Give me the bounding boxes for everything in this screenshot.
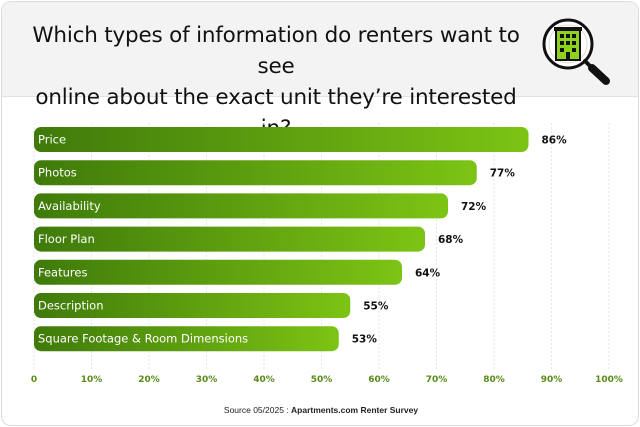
source-footnote: Source 05/2025 : Apartments.com Renter S…: [2, 405, 638, 415]
bar-category-label-6: Square Footage & Room Dimensions: [38, 332, 248, 346]
bar-category-label-3: Floor Plan: [38, 232, 95, 246]
chart-header: Which types of information do renters wa…: [2, 2, 638, 141]
bar-category-label-4: Features: [38, 265, 87, 279]
bar-value-label-5: 55%: [363, 301, 389, 313]
x-tick-label-3: 30%: [196, 375, 218, 385]
bar-value-label-6: 53%: [352, 334, 378, 346]
bar-value-label-0: 86%: [542, 135, 568, 147]
source-name: Apartments.com Renter Survey: [291, 405, 419, 415]
bar-2: [34, 193, 448, 219]
bar-5: [34, 293, 351, 318]
chart-title: Which types of information do renters wa…: [26, 20, 526, 144]
building-magnifier-icon: [538, 15, 614, 85]
x-tick-label-10: 100%: [595, 375, 623, 385]
bar-1: [34, 160, 477, 186]
chart-title-line-1: Which types of information do renters wa…: [32, 23, 520, 79]
bar-3: [34, 226, 425, 252]
x-tick-label-8: 80%: [483, 375, 505, 385]
x-axis-ticks: 0 10% 20% 30% 40% 50% 60% 70% 80% 90% 100%: [31, 375, 623, 385]
x-tick-label-6: 60%: [368, 375, 390, 385]
bar-chart: Price 86% Photos 77% Availability 72% Floor Pl…: [2, 98, 638, 398]
bar-category-label-0: Price: [38, 133, 66, 147]
bar-6: [34, 326, 339, 352]
x-tick-label-5: 50%: [311, 375, 333, 385]
x-tick-label-0: 0: [31, 375, 37, 385]
bar-value-label-2: 72%: [461, 201, 487, 213]
bar-value-label-1: 77%: [490, 168, 516, 180]
x-tick-label-2: 20%: [138, 375, 160, 385]
source-prefix: Source 05/2025 :: [223, 405, 292, 415]
bar-4: [34, 259, 402, 285]
x-tick-label-4: 40%: [253, 375, 275, 385]
bar-chart-svg: Price 86% Photos 77% Availability 72% Floor Pl…: [31, 123, 623, 385]
x-tick-label-1: 10%: [81, 375, 103, 385]
bars: Price 86% Photos 77% Availability 72% Floor Pl…: [34, 127, 568, 352]
bar-value-label-3: 68%: [438, 234, 464, 246]
chart-title-line-2: online about the exact unit they’re inte…: [35, 85, 517, 141]
bar-category-label-1: Photos: [38, 166, 77, 180]
bar-category-label-2: Availability: [38, 199, 101, 213]
x-tick-label-9: 90%: [541, 375, 563, 385]
x-tick-label-7: 70%: [426, 375, 448, 385]
bar-0: [34, 127, 529, 152]
bar-value-label-4: 64%: [415, 267, 441, 279]
bar-category-label-5: Description: [38, 299, 104, 313]
